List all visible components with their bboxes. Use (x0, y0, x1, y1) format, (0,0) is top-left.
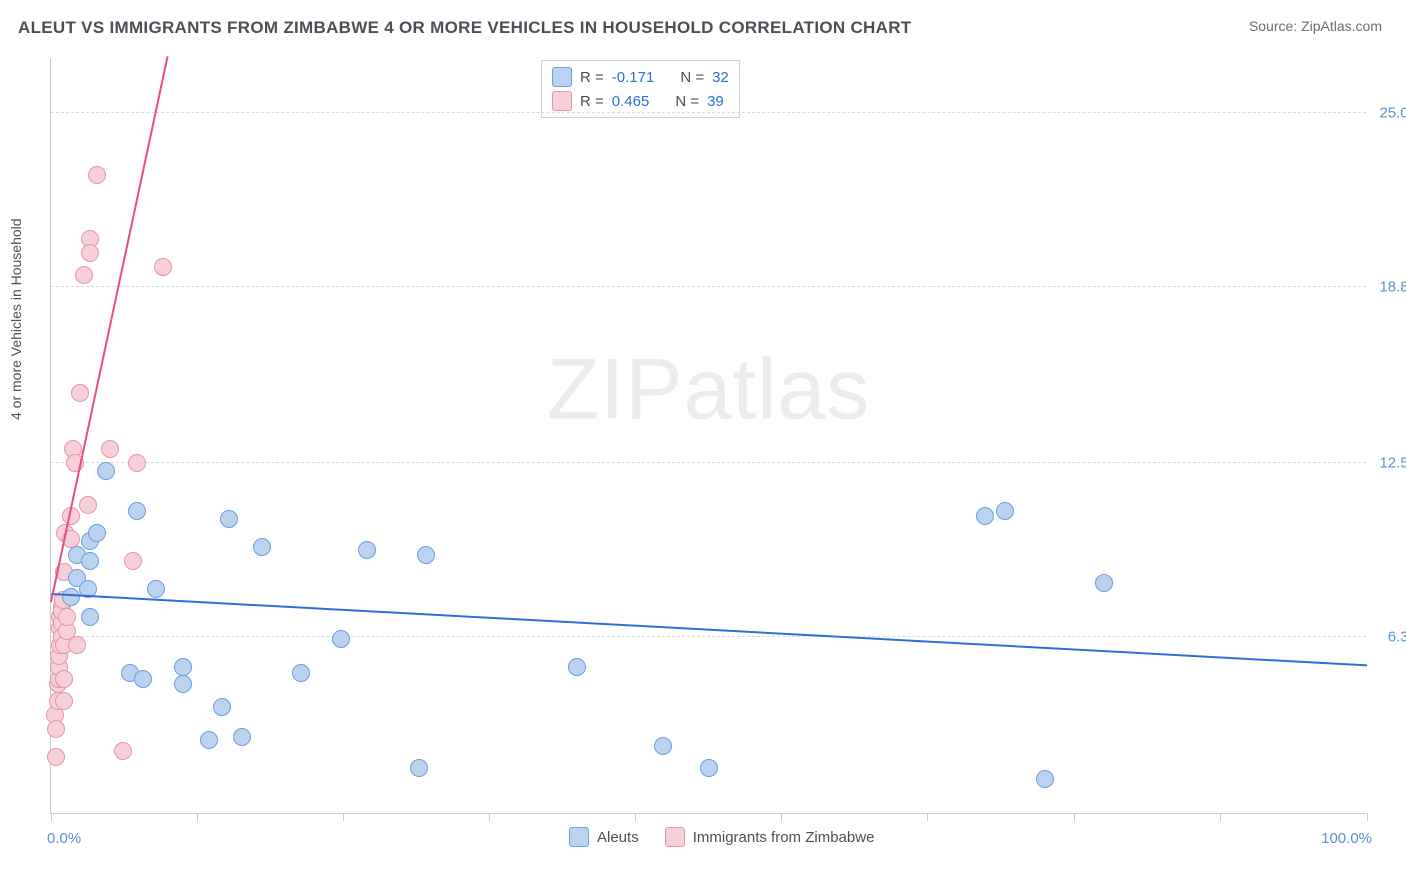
data-point-aleuts (174, 675, 192, 693)
x-tick (343, 813, 344, 821)
data-point-zimbabwe (47, 748, 65, 766)
gridline (51, 462, 1366, 463)
y-tick-label: 12.5% (1379, 455, 1406, 472)
data-point-zimbabwe (88, 166, 106, 184)
data-point-zimbabwe (55, 670, 73, 688)
data-point-aleuts (88, 524, 106, 542)
gridline (51, 286, 1366, 287)
x-axis-end-label: 100.0% (1321, 830, 1372, 847)
x-tick (927, 813, 928, 821)
source-attribution: Source: ZipAtlas.com (1249, 18, 1382, 38)
watermark: ZIPatlas (547, 341, 870, 440)
data-point-zimbabwe (71, 384, 89, 402)
data-point-aleuts (174, 658, 192, 676)
swatch-zimbabwe (552, 91, 572, 111)
swatch-zimbabwe-icon (665, 827, 685, 847)
data-point-aleuts (220, 510, 238, 528)
scatter-plot-area: ZIPatlas R = -0.171 N = 32 R = 0.465 N =… (50, 58, 1366, 814)
x-tick (197, 813, 198, 821)
data-point-aleuts (332, 630, 350, 648)
trend-line-aleuts (51, 593, 1367, 666)
data-point-zimbabwe (81, 244, 99, 262)
data-point-aleuts (976, 507, 994, 525)
x-axis-start-label: 0.0% (47, 830, 81, 847)
trend-line-zimbabwe (50, 56, 169, 602)
data-point-zimbabwe (47, 720, 65, 738)
gridline (51, 112, 1366, 113)
x-tick (489, 813, 490, 821)
swatch-aleuts (552, 67, 572, 87)
data-point-zimbabwe (154, 258, 172, 276)
r-value-aleuts: -0.171 (612, 69, 655, 86)
data-point-aleuts (233, 728, 251, 746)
y-tick-label: 25.0% (1379, 105, 1406, 122)
x-tick (1074, 813, 1075, 821)
data-point-aleuts (996, 502, 1014, 520)
x-tick (1367, 813, 1368, 821)
data-point-zimbabwe (55, 692, 73, 710)
chart-title: ALEUT VS IMMIGRANTS FROM ZIMBABWE 4 OR M… (18, 18, 911, 38)
x-tick (781, 813, 782, 821)
r-value-zimbabwe: 0.465 (612, 93, 650, 110)
data-point-zimbabwe (101, 440, 119, 458)
y-tick-label: 18.8% (1379, 278, 1406, 295)
series-legend: Aleuts Immigrants from Zimbabwe (569, 827, 874, 847)
legend-row-aleuts: R = -0.171 N = 32 (552, 65, 729, 89)
swatch-aleuts-icon (569, 827, 589, 847)
data-point-aleuts (213, 698, 231, 716)
legend-item-aleuts: Aleuts (569, 827, 639, 847)
correlation-legend: R = -0.171 N = 32 R = 0.465 N = 39 (541, 60, 740, 118)
data-point-aleuts (417, 546, 435, 564)
x-tick (1220, 813, 1221, 821)
n-value-zimbabwe: 39 (707, 93, 724, 110)
y-axis-label: 4 or more Vehicles in Household (8, 218, 24, 420)
data-point-aleuts (1036, 770, 1054, 788)
data-point-aleuts (358, 541, 376, 559)
data-point-aleuts (81, 608, 99, 626)
data-point-zimbabwe (128, 454, 146, 472)
data-point-aleuts (147, 580, 165, 598)
data-point-aleuts (253, 538, 271, 556)
data-point-aleuts (1095, 574, 1113, 592)
data-point-aleuts (81, 552, 99, 570)
data-point-zimbabwe (114, 742, 132, 760)
data-point-zimbabwe (58, 608, 76, 626)
data-point-aleuts (292, 664, 310, 682)
legend-row-zimbabwe: R = 0.465 N = 39 (552, 89, 729, 113)
n-value-aleuts: 32 (712, 69, 729, 86)
data-point-aleuts (97, 462, 115, 480)
x-tick (51, 813, 52, 821)
legend-item-zimbabwe: Immigrants from Zimbabwe (665, 827, 875, 847)
data-point-aleuts (700, 759, 718, 777)
data-point-aleuts (654, 737, 672, 755)
data-point-zimbabwe (68, 636, 86, 654)
data-point-aleuts (568, 658, 586, 676)
data-point-zimbabwe (79, 496, 97, 514)
data-point-zimbabwe (75, 266, 93, 284)
data-point-zimbabwe (124, 552, 142, 570)
data-point-aleuts (200, 731, 218, 749)
x-tick (635, 813, 636, 821)
data-point-aleuts (410, 759, 428, 777)
data-point-aleuts (128, 502, 146, 520)
data-point-aleuts (62, 588, 80, 606)
y-tick-label: 6.3% (1388, 628, 1406, 645)
data-point-aleuts (134, 670, 152, 688)
gridline (51, 636, 1366, 637)
